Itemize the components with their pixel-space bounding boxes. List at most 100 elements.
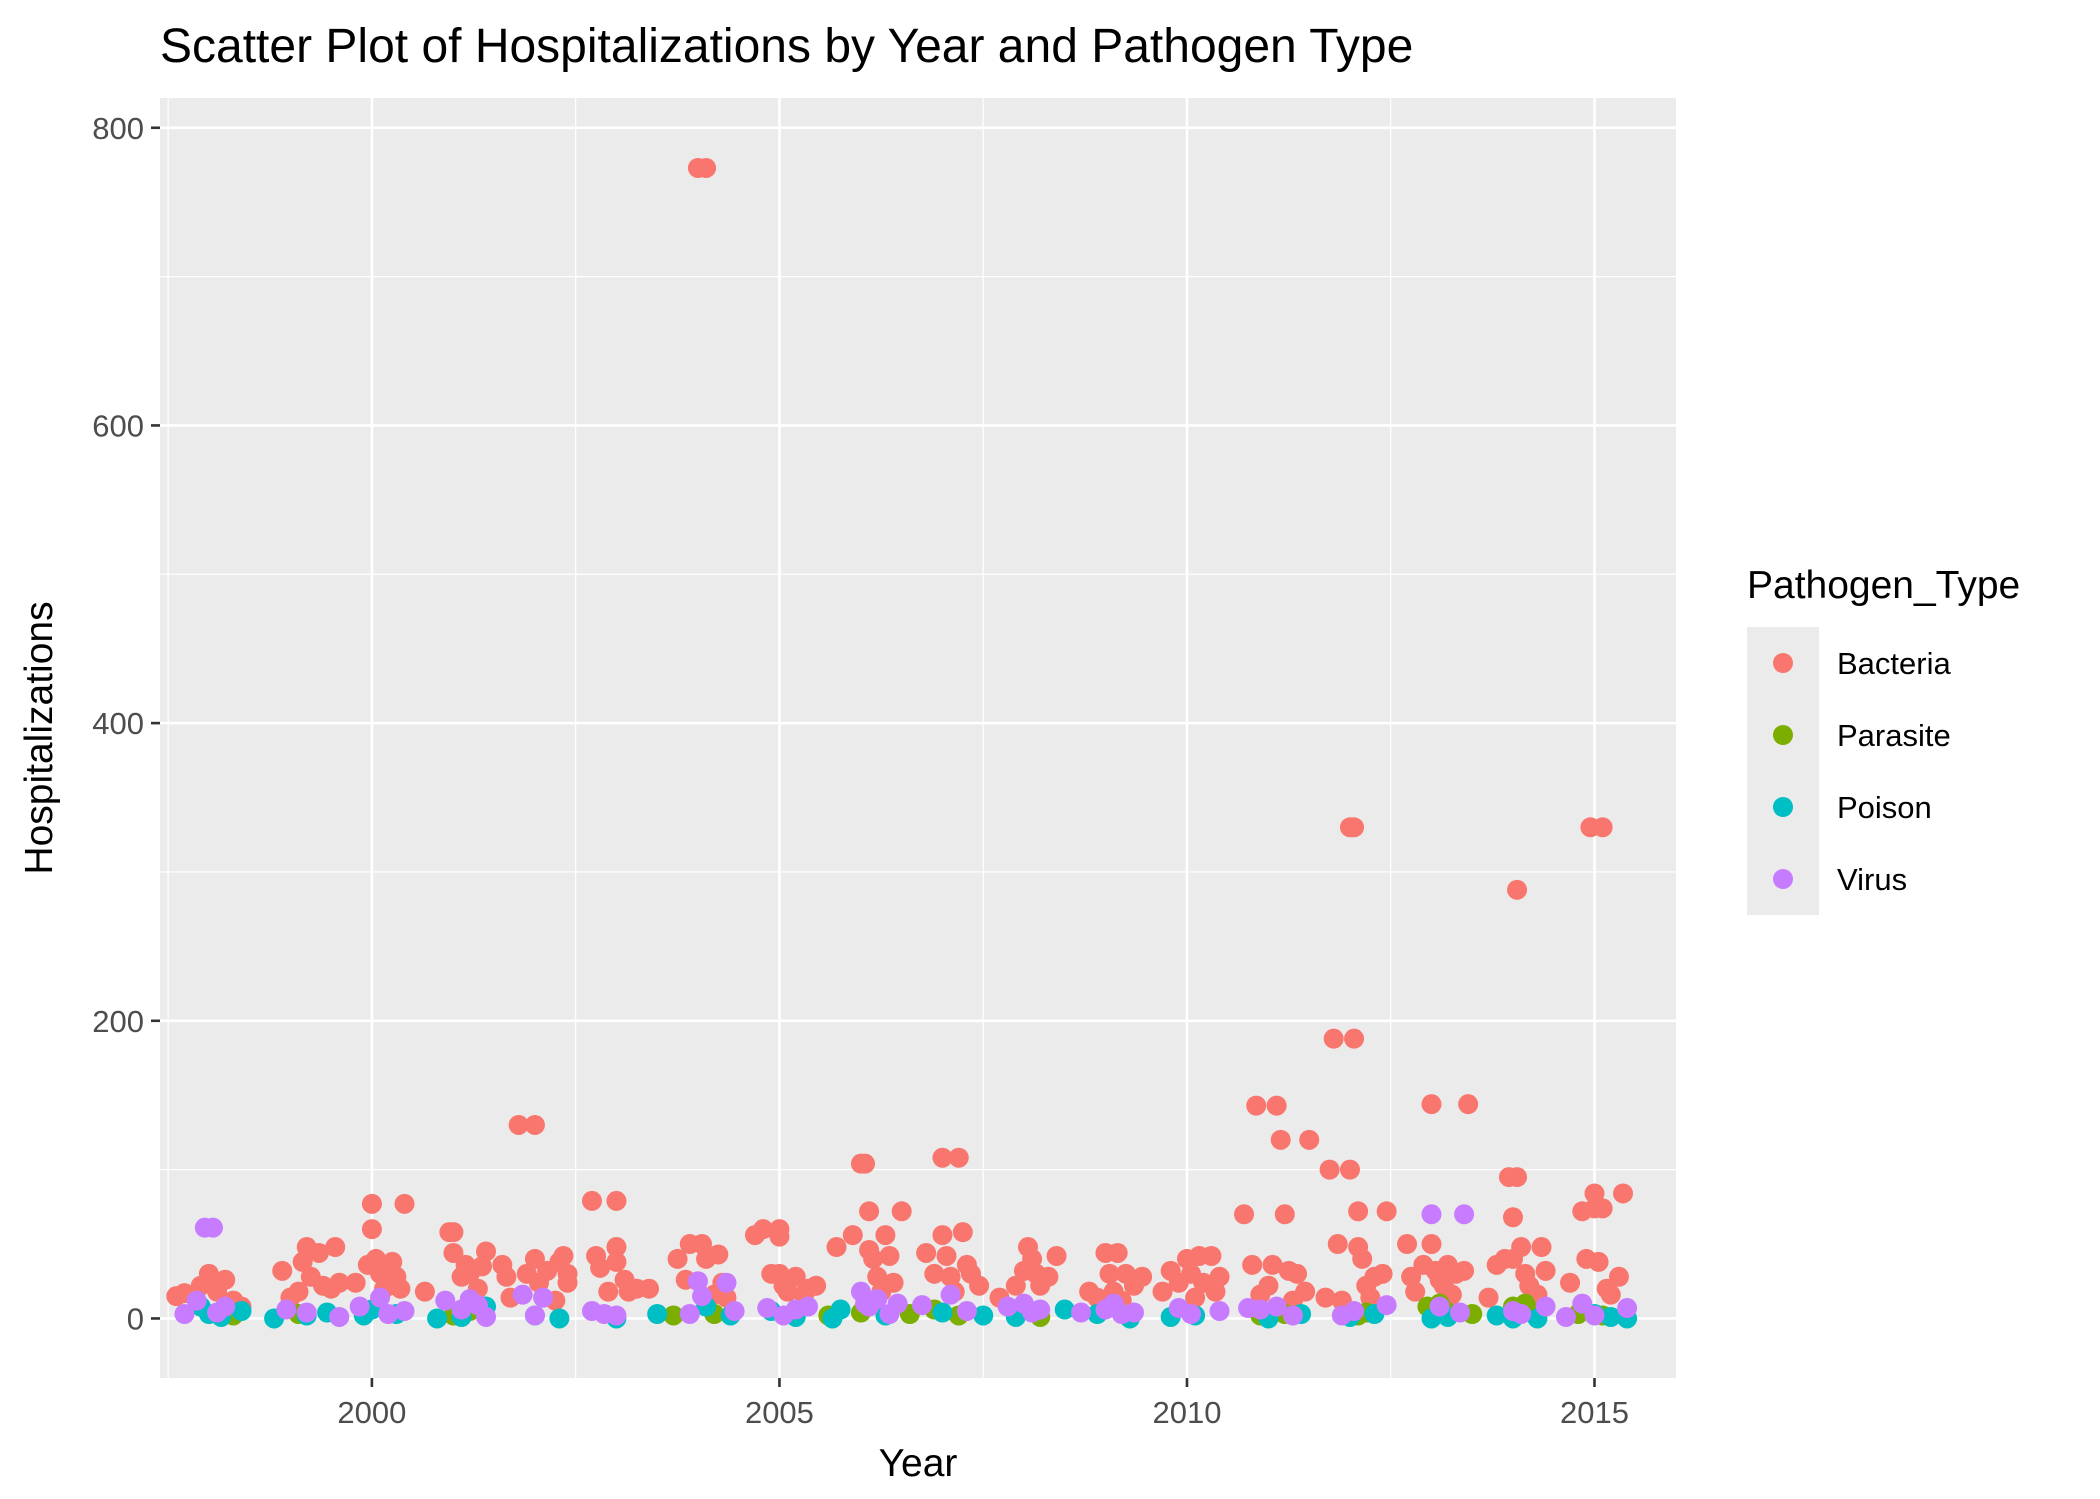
data-point-bacteria [1348,1201,1369,1222]
data-point-bacteria [1262,1254,1283,1275]
data-point-virus [1454,1204,1475,1225]
data-point-bacteria [1613,1183,1634,1204]
data-point-bacteria [875,1225,896,1246]
data-point-bacteria [859,1201,880,1222]
data-point-bacteria [1507,879,1528,900]
legend-label-bacteria: Bacteria [1837,646,1951,681]
data-point-virus [679,1304,700,1324]
data-point-bacteria [1327,1234,1348,1255]
data-point-virus [1617,1298,1638,1319]
y-tick-label: 400 [92,706,144,741]
data-point-bacteria [1152,1281,1173,1302]
x-tick-label: 2010 [1152,1395,1221,1430]
data-point-bacteria [916,1242,937,1263]
data-point-bacteria [1005,1275,1026,1296]
data-point-bacteria [1258,1275,1279,1296]
data-point-bacteria [557,1272,578,1293]
y-tick-label: 800 [92,111,144,146]
data-point-bacteria [606,1251,627,1272]
data-point-virus [1181,1304,1202,1324]
data-point-bacteria [1201,1245,1222,1266]
data-point-bacteria [1287,1263,1307,1284]
data-point-bacteria [1107,1242,1128,1263]
data-point-virus [329,1306,350,1327]
data-point-bacteria [1454,1260,1475,1281]
data-point-bacteria [581,1190,602,1211]
legend: Pathogen_Type Bacteria Parasite Poison Viru… [1747,564,2020,915]
data-point-virus [867,1289,888,1310]
data-point-bacteria [1531,1237,1552,1258]
data-point-bacteria [855,1153,876,1174]
data-point-bacteria [1323,1028,1344,1049]
data-point-bacteria [1352,1248,1373,1269]
data-point-bacteria [288,1281,309,1302]
data-point-virus [202,1217,223,1238]
data-point-virus [512,1284,533,1305]
data-point-virus [1030,1299,1051,1320]
data-point-bacteria [1046,1245,1067,1266]
data-point-virus [296,1302,317,1323]
data-point-virus [724,1301,745,1322]
data-point-bacteria [1372,1263,1393,1284]
data-point-bacteria [1584,1183,1605,1204]
data-point-poison [1054,1299,1075,1320]
data-point-bacteria [1242,1254,1263,1275]
data-point-virus [394,1301,415,1322]
data-point-bacteria [1405,1281,1426,1302]
data-point-bacteria [1421,1094,1442,1115]
data-point-bacteria [769,1226,790,1247]
data-point-virus [1209,1301,1230,1322]
legend-label-parasite: Parasite [1837,718,1951,753]
data-point-poison [231,1301,252,1322]
y-axis: 0 200 400 600 800 [92,111,160,1336]
data-point-virus [276,1299,297,1320]
data-point-poison [973,1305,994,1326]
data-point-bacteria [272,1260,293,1281]
data-point-bacteria [1344,817,1365,838]
legend-marker-parasite [1773,725,1793,745]
data-point-bacteria [606,1190,627,1211]
data-point-bacteria [1315,1287,1336,1308]
data-point-bacteria [1376,1201,1397,1222]
legend-marker-poison [1773,797,1793,817]
data-point-virus [524,1305,545,1326]
data-point-virus [186,1290,207,1311]
data-point-virus [378,1304,399,1324]
data-point-bacteria [879,1245,900,1266]
data-point-virus [349,1296,370,1317]
data-point-bacteria [215,1269,236,1290]
legend-marker-bacteria [1773,653,1793,673]
data-point-poison [1600,1306,1621,1327]
data-point-bacteria [1458,1094,1479,1115]
data-point-bacteria [806,1275,827,1296]
data-point-virus [606,1305,627,1326]
data-point-bacteria [891,1201,912,1222]
data-point-poison [1486,1305,1507,1326]
data-point-bacteria [308,1242,329,1263]
data-point-virus [1071,1302,1092,1323]
x-axis: 2000 2005 2010 2015 [337,1378,1629,1430]
data-point-bacteria [1234,1204,1255,1225]
legend-label-poison: Poison [1837,790,1932,825]
data-point-bacteria [524,1114,545,1135]
data-point-bacteria [863,1248,884,1269]
data-point-bacteria [952,1222,973,1243]
data-point-bacteria [606,1237,627,1258]
data-point-virus [912,1295,933,1316]
data-point-bacteria [1132,1266,1153,1287]
x-tick-label: 2005 [745,1395,814,1430]
data-point-virus [1511,1304,1532,1324]
data-point-virus [370,1287,391,1308]
grid-minor [160,98,1676,1378]
data-point-bacteria [394,1193,415,1214]
data-point-bacteria [496,1266,517,1287]
data-point-bacteria [1185,1287,1206,1308]
data-point-bacteria [1344,1028,1365,1049]
data-point-virus [1376,1295,1397,1316]
data-point-bacteria [969,1275,990,1296]
data-point-bacteria [696,157,717,178]
data-point-virus [1266,1296,1287,1317]
data-point-bacteria [325,1237,346,1258]
data-point-bacteria [1600,1284,1621,1305]
data-point-virus [757,1298,778,1319]
